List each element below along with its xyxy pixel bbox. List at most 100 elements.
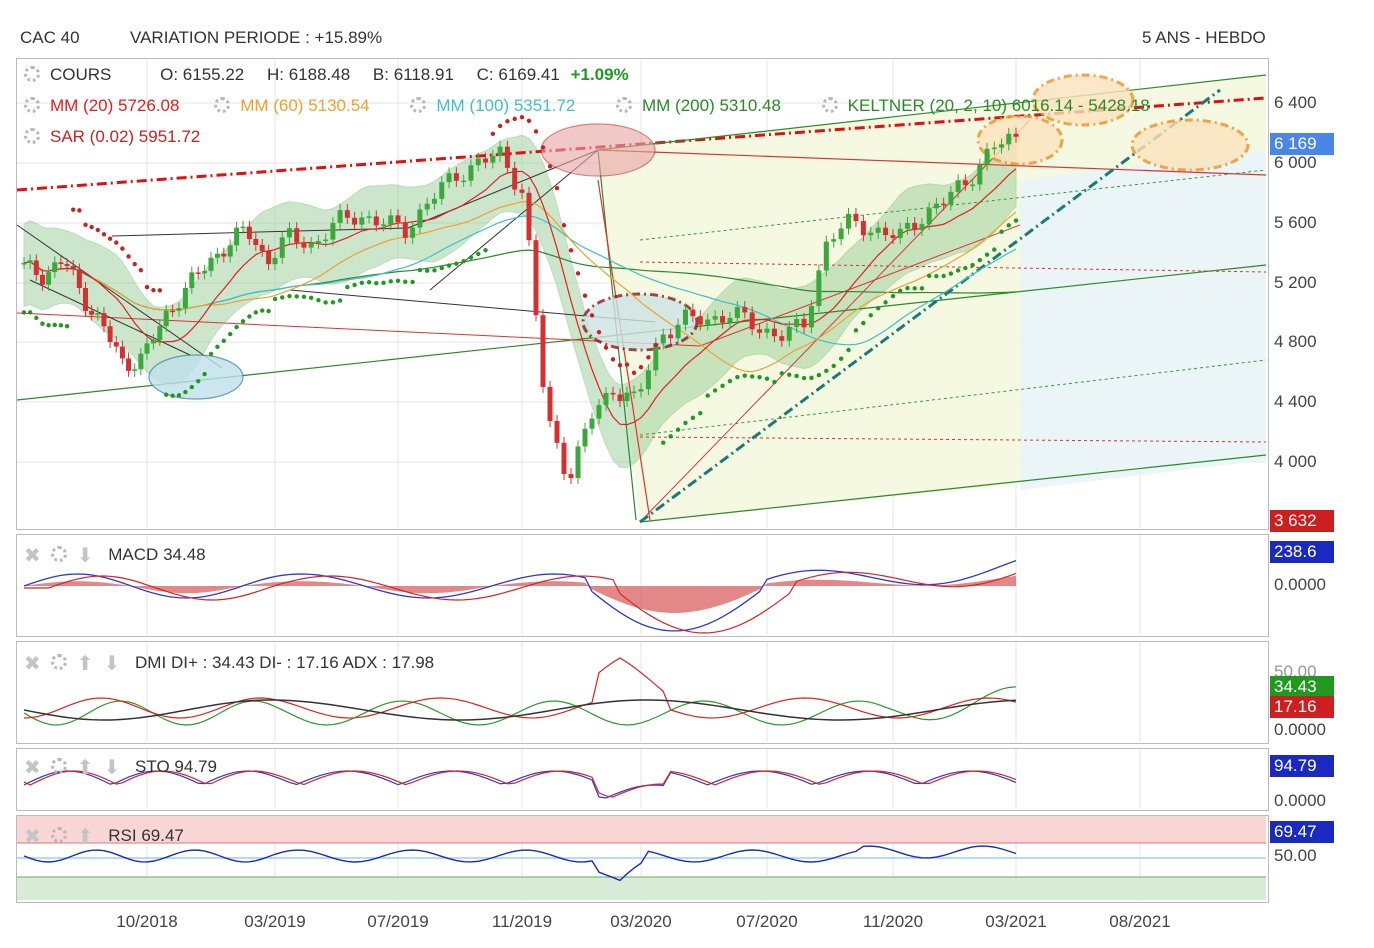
candle-body: [941, 203, 947, 206]
sar-dot: [661, 440, 666, 445]
close-icon[interactable]: ✖: [24, 545, 41, 567]
candle-body: [883, 227, 889, 236]
candle-body: [838, 228, 844, 240]
sar-dot: [77, 208, 82, 213]
sar-dot: [196, 378, 201, 384]
last-price-badge: 6 169: [1270, 133, 1334, 155]
candle-body: [70, 266, 76, 270]
sar-dot: [838, 356, 844, 361]
gear-icon[interactable]: [616, 97, 633, 113]
low-value: B: 6118.91: [372, 65, 454, 84]
gear-icon[interactable]: [24, 128, 40, 144]
sar-dot: [247, 314, 252, 319]
candle-body: [163, 310, 169, 327]
candle-body: [831, 239, 837, 242]
sar-dot: [468, 255, 474, 260]
candle-body: [540, 315, 546, 387]
candle-body: [286, 228, 292, 238]
channel-line: [29, 279, 191, 356]
sar-dot: [589, 313, 595, 318]
trendline: [16, 224, 1021, 347]
dmi-zero-tick: 0.0000: [1274, 720, 1326, 739]
sto-zero-tick: 0.0000: [1274, 791, 1326, 810]
close-icon[interactable]: ✖: [24, 757, 41, 779]
sar-dot: [919, 286, 925, 291]
dmi-plus-badge: 34.43: [1270, 676, 1334, 698]
sar-dot: [374, 280, 379, 286]
candle-body: [948, 191, 954, 205]
trendline-support: [639, 88, 1221, 524]
arrow-up-icon[interactable]: ⬆: [76, 653, 94, 675]
candle-body: [221, 253, 227, 257]
trendline: [639, 436, 1267, 443]
sar-dot: [526, 118, 532, 124]
candle-body: [868, 232, 874, 236]
gear-icon[interactable]: [50, 546, 67, 562]
close-icon[interactable]: ✖: [24, 653, 41, 675]
channel-line: [16, 224, 223, 369]
sar-dot: [345, 284, 350, 290]
candle-body: [1006, 133, 1012, 145]
arrow-down-icon[interactable]: ⬇: [76, 545, 94, 567]
gear-icon[interactable]: [214, 97, 231, 113]
candle-body: [504, 146, 510, 168]
candle-body: [58, 262, 64, 265]
candle-body: [497, 146, 503, 156]
x-tick: 07/2020: [736, 912, 798, 931]
candle-body: [308, 242, 314, 248]
sar-dot: [727, 378, 733, 384]
candle-body: [176, 308, 182, 311]
gear-icon[interactable]: [24, 97, 40, 113]
sar-dot: [977, 257, 983, 263]
rsi-oversold-zone: [17, 877, 1266, 900]
sar-dot: [1006, 223, 1011, 228]
macd-signal-line: [24, 571, 1017, 634]
candle-body: [690, 309, 696, 317]
sar-dot: [89, 224, 94, 230]
candle-body: [846, 213, 852, 229]
ellipse-marker: [540, 123, 656, 177]
gear-icon[interactable]: [24, 66, 40, 82]
candle-body: [808, 306, 814, 328]
sar-dot: [984, 252, 990, 257]
sar-dot: [992, 247, 997, 252]
cours-label: COURS: [50, 65, 112, 84]
candle-body: [64, 264, 70, 267]
candle-body: [561, 442, 567, 474]
instrument-title: CAC 40: [20, 28, 80, 47]
sar-dot: [712, 388, 718, 393]
candle-body: [294, 228, 300, 243]
candle-body: [933, 203, 939, 209]
gear-icon[interactable]: [50, 827, 67, 843]
dmi-values: DI+ : 34.43 DI- : 17.16 ADX : 17.98: [170, 653, 435, 672]
sar-dot: [240, 319, 246, 324]
sar-dot: [794, 373, 799, 379]
sar-dot: [698, 410, 703, 416]
gear-icon[interactable]: [821, 97, 838, 113]
close-icon[interactable]: ✖: [24, 826, 41, 848]
sar-dot: [294, 294, 299, 299]
x-tick: 03/2021: [985, 912, 1047, 931]
candle-body: [83, 287, 88, 311]
candle-body: [33, 260, 39, 275]
candle-body: [984, 148, 990, 165]
candle-body: [853, 213, 859, 221]
sar-dot: [58, 323, 64, 328]
period-selector[interactable]: 5 ANS - HEBDO: [1142, 28, 1266, 47]
gear-icon[interactable]: [50, 654, 67, 670]
gear-icon[interactable]: [50, 758, 67, 774]
arrow-up-icon[interactable]: ⬆: [76, 757, 94, 779]
sar-dot: [266, 308, 271, 314]
sar-dot: [337, 298, 343, 303]
dmi-label: DMI: [135, 653, 167, 672]
sar-dot: [926, 273, 932, 279]
adx-line: [23, 699, 1017, 721]
gear-icon[interactable]: [410, 97, 427, 113]
arrow-up-icon[interactable]: ⬆: [76, 826, 94, 848]
arrow-down-icon[interactable]: ⬇: [103, 757, 121, 779]
ellipse-marker: [976, 114, 1064, 166]
sar-dot: [308, 295, 314, 301]
arrow-down-icon[interactable]: ⬇: [103, 653, 121, 675]
sar-dot: [497, 123, 503, 129]
sar-dot: [476, 251, 481, 257]
